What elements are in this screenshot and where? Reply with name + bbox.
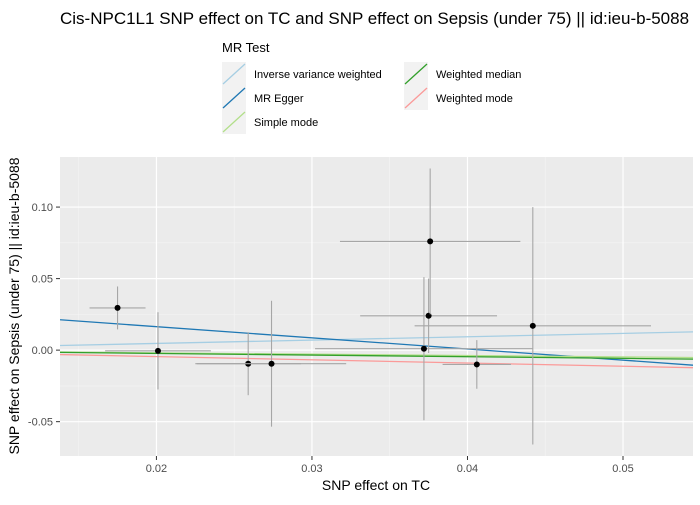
legend-swatch xyxy=(222,63,246,85)
y-tick-label: 0.00 xyxy=(32,345,53,357)
x-tick-label: 0.05 xyxy=(612,463,633,475)
legend-title: MR Test xyxy=(222,40,270,55)
x-tick-label: 0.02 xyxy=(146,463,167,475)
chart-title: Cis-NPC1L1 SNP effect on TC and SNP effe… xyxy=(60,9,689,28)
legend-label: Weighted median xyxy=(436,69,521,81)
data-point xyxy=(154,347,161,354)
fit-lines xyxy=(60,319,693,369)
data-points xyxy=(89,168,652,445)
legend-swatch xyxy=(222,87,246,109)
y-tick-label: 0.10 xyxy=(32,202,53,214)
data-point xyxy=(420,345,427,352)
y-tick-label: -0.05 xyxy=(28,417,53,429)
x-tick-label: 0.03 xyxy=(301,463,322,475)
legend-label: MR Egger xyxy=(254,93,304,105)
x-tick-label: 0.04 xyxy=(457,463,478,475)
fit-line-weighted-mode xyxy=(60,353,693,369)
data-point xyxy=(268,360,275,367)
legend: Inverse variance weighted MR Egger Simple … xyxy=(222,62,521,134)
legend-swatch xyxy=(404,87,428,109)
y-axis-label: SNP effect on Sepsis (under 75) || id:ie… xyxy=(6,157,22,454)
data-point xyxy=(473,361,480,368)
fit-line-weighted-median xyxy=(60,351,693,360)
legend-label: Weighted mode xyxy=(436,93,513,105)
data-point xyxy=(529,322,536,329)
data-point xyxy=(114,304,121,311)
legend-label: Simple mode xyxy=(254,117,318,129)
legend-label: Inverse variance weighted xyxy=(254,69,382,81)
plot-panel xyxy=(60,157,693,456)
data-point xyxy=(427,238,434,245)
fit-line-inverse-variance-weighted xyxy=(60,331,693,347)
axes: 0.02 0.03 0.04 0.05 -0.05 0.00 0.05 0.10 xyxy=(28,202,634,475)
grid xyxy=(60,157,693,456)
y-tick-label: 0.05 xyxy=(32,274,53,286)
legend-swatch xyxy=(222,111,246,133)
legend-swatch xyxy=(404,63,428,85)
x-axis-label: SNP effect on TC xyxy=(322,477,430,493)
